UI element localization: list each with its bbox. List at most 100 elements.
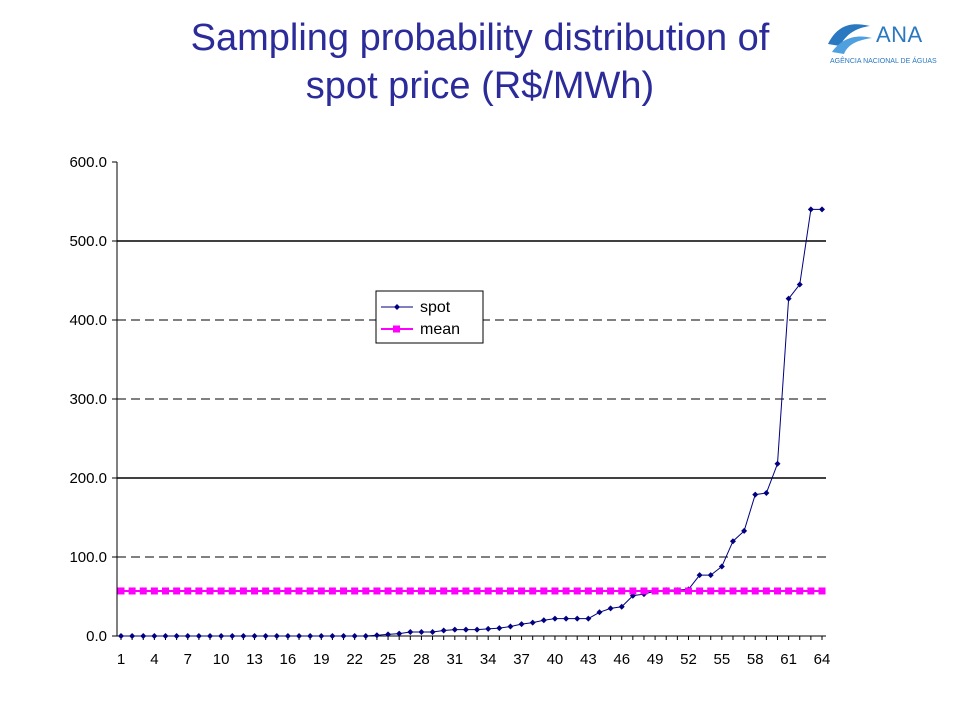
point-spot [607,605,614,612]
point-spot [162,633,169,639]
point-spot [284,633,291,639]
ana-wave-icon [828,24,872,54]
y-tick-label: 600.0 [69,154,107,171]
point-spot [229,633,236,639]
point-spot [596,609,603,616]
point-spot [385,631,392,638]
series-spot [118,206,825,639]
gridlines [117,240,826,558]
point-spot [129,633,136,639]
point-spot [151,633,158,639]
legend-marker-mean [393,325,400,333]
point-spot [296,633,303,639]
point-spot [273,633,280,639]
point-spot [529,619,536,626]
point-spot [429,629,436,636]
series-mean [117,587,826,595]
point-spot [462,626,469,633]
y-tick-label: 300.0 [69,391,107,408]
legend-box [375,290,484,344]
point-spot [618,603,625,610]
point-spot [774,460,781,467]
x-tick-label: 13 [246,651,263,668]
x-tick-label: 40 [547,651,564,668]
x-tick-label: 37 [513,651,530,668]
point-spot [440,627,447,634]
point-spot [707,572,714,579]
point-spot [262,633,269,639]
point-spot [184,633,191,639]
point-spot [785,295,792,302]
legend-label-spot: spot [420,299,451,316]
point-spot [540,617,547,624]
point-spot [741,527,748,534]
series [117,206,826,639]
point-spot [752,491,759,498]
x-tick-label: 34 [480,651,497,668]
point-spot [340,633,347,639]
legend: spot mean [375,290,484,344]
legend-label-mean: mean [420,321,460,338]
point-spot [485,625,492,632]
x-tick-label: 1 [117,651,125,668]
x-tick-label: 10 [213,651,230,668]
point-spot [240,633,247,639]
point-spot [140,633,147,639]
x-tick-label: 25 [380,651,397,668]
y-tick-label: 0.0 [86,628,107,645]
y-tick-label: 200.0 [69,470,107,487]
x-tick-label: 19 [313,651,330,668]
x-tick-label: 16 [280,651,297,668]
point-spot [118,633,124,639]
point-spot [351,633,358,639]
point-spot [218,633,225,639]
point-spot [729,538,736,545]
line-spot [121,208,822,637]
x-tick-label: 7 [184,651,192,668]
x-tick-label: 55 [714,651,731,668]
point-spot [173,633,180,639]
point-spot [518,621,525,628]
point-spot [307,633,314,639]
point-spot [451,626,458,633]
ana-logo: ANA AGÊNCIA NACIONAL DE ÁGUAS [826,14,946,74]
point-spot [585,615,592,622]
x-tick-label: 43 [580,651,597,668]
x-tick-label: 28 [413,651,430,668]
x-tick-label: 49 [647,651,664,668]
point-spot [807,206,814,213]
point-spot [796,281,803,288]
point-spot [362,633,369,639]
point-spot [373,632,380,639]
x-tick-label: 52 [680,651,697,668]
title-line-2: spot price (R$/MWh) [305,65,655,107]
axes: 0.0 100.0 200.0 300.0 400.0 500.0 600.0 1 4 7 10 13… [69,154,830,668]
x-tick-label: 61 [780,651,797,668]
point-spot [474,626,481,633]
point-spot [407,629,414,636]
point-spot [207,633,214,639]
x-tick-label: 22 [346,651,363,668]
point-spot [819,206,825,213]
point-spot [718,563,725,570]
point-spot [551,615,558,622]
x-tick-label: 46 [613,651,630,668]
slide-title: Sampling probability distribution of spo… [100,14,860,110]
point-spot [574,615,581,622]
x-tick-label: 58 [747,651,764,668]
point-spot [418,629,425,636]
y-tick-label: 100.0 [69,549,107,566]
x-tick-label: 4 [150,651,158,668]
point-spot [507,623,514,630]
point-spot [318,633,325,639]
point-spot [329,633,336,639]
logo-name: ANA [876,22,923,47]
logo-subtitle: AGÊNCIA NACIONAL DE ÁGUAS [830,58,937,65]
point-spot [195,633,202,639]
point-spot [763,490,770,497]
point-spot [696,572,703,579]
title-line-1: Sampling probability distribution of [190,17,770,59]
legend-marker-spot [394,304,400,310]
point-spot [563,615,570,622]
